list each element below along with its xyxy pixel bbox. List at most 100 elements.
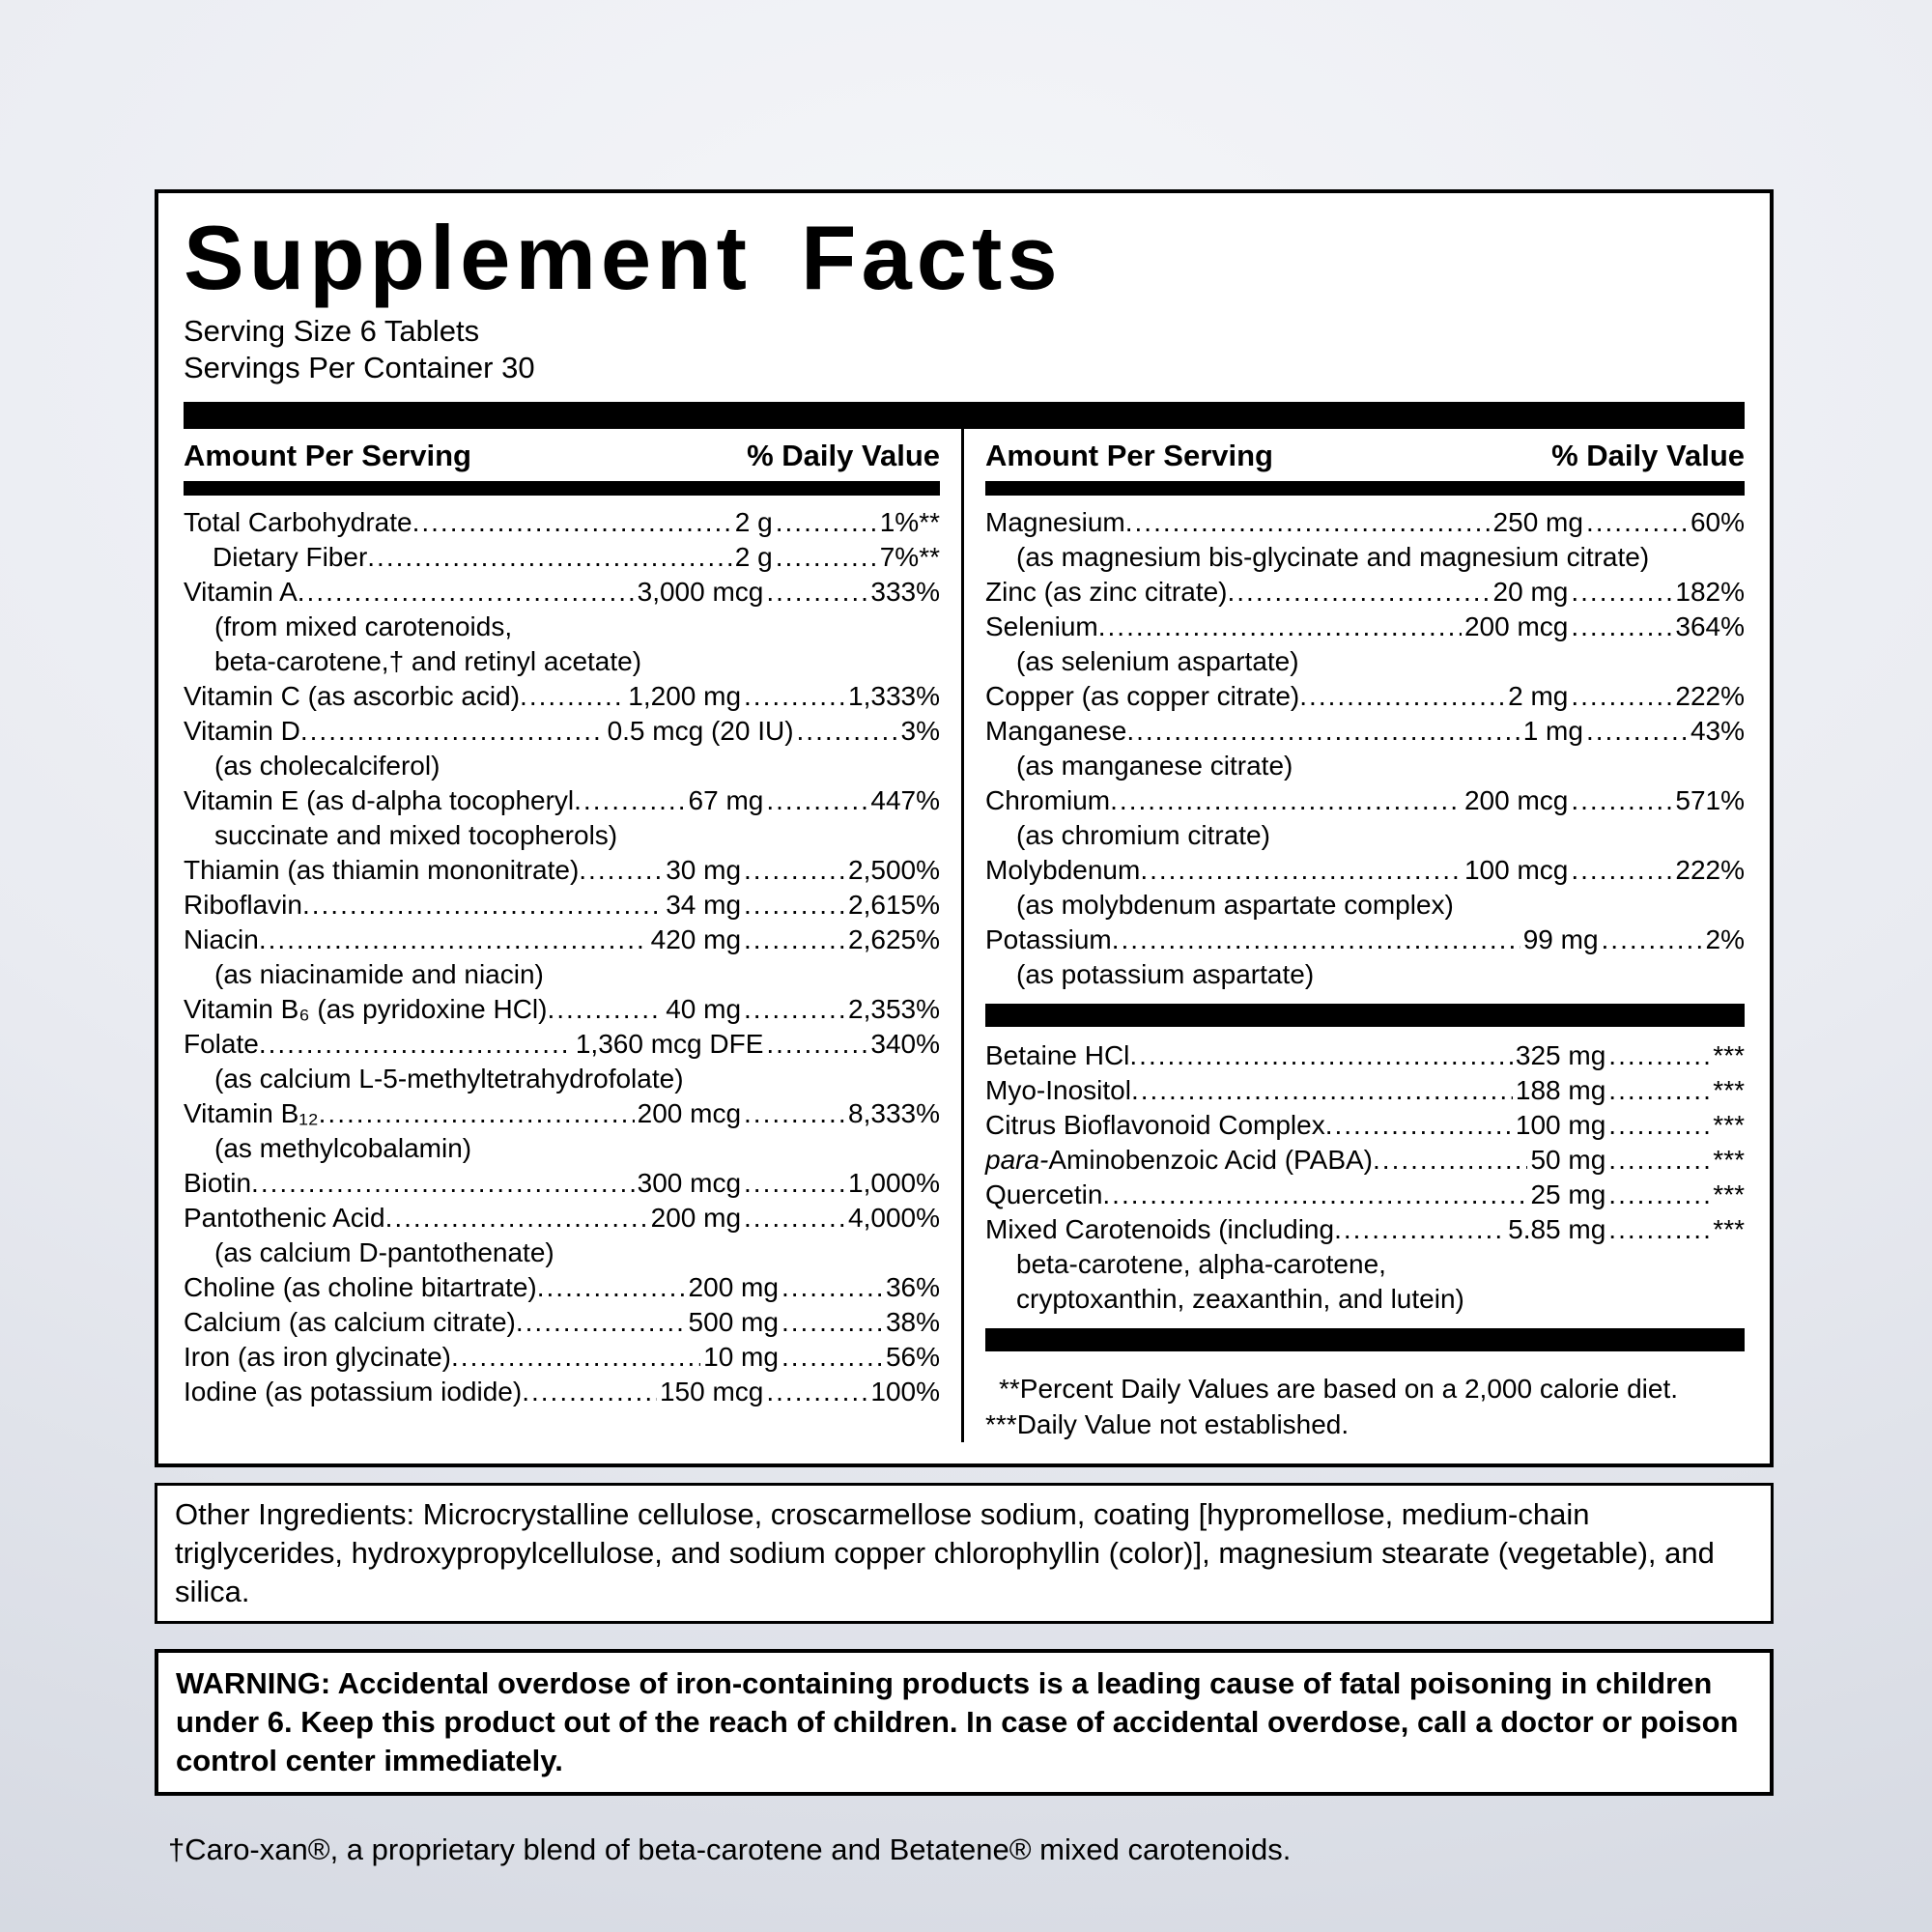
row-name: Choline (as choline bitartrate) — [184, 1272, 537, 1302]
row-daily-value: *** — [1713, 1214, 1745, 1244]
row-subtext: (from mixed carotenoids, — [214, 611, 513, 641]
row-name: Iron (as iron glycinate) — [184, 1342, 452, 1372]
row-name: Vitamin A — [184, 577, 298, 607]
leader-dots — [1110, 783, 1462, 818]
divider-bar-bottom — [985, 1328, 1745, 1351]
table-row: Iron (as iron glycinate) 10 mg 56% — [184, 1340, 940, 1375]
table-row: Choline (as choline bitartrate) 200 mg 36% — [184, 1270, 940, 1305]
row-name: Dietary Fiber — [213, 542, 368, 572]
row-amount: 1,360 mcg DFE — [575, 1029, 764, 1059]
row-amount: 100 mg — [1515, 1110, 1606, 1140]
leader-dots — [1373, 1143, 1527, 1178]
leader-dots — [1126, 714, 1520, 749]
row-amount: 250 mg — [1492, 507, 1583, 537]
leader-dots — [766, 1027, 870, 1062]
divider-bar-top — [184, 402, 1745, 429]
row-name: Biotin — [184, 1168, 252, 1198]
row-amount: 2 g — [734, 542, 773, 572]
leader-dots — [744, 679, 848, 714]
row-amount: 1 mg — [1522, 716, 1583, 746]
table-row: Mixed Carotenoids (including 5.85 mg *** — [985, 1212, 1745, 1247]
leader-dots — [412, 505, 732, 540]
row-amount: 200 mcg — [1463, 611, 1569, 641]
warning-box: WARNING: Accidental overdose of iron-con… — [155, 1649, 1774, 1796]
table-row: Dietary Fiber 2 g 7%** — [184, 540, 940, 575]
table-row: Manganese 1 mg 43% — [985, 714, 1745, 749]
table-row: Vitamin D 0.5 mcg (20 IU) 3% — [184, 714, 940, 749]
row-subtext: (as cholecalciferol) — [214, 751, 440, 781]
leader-dots — [520, 679, 625, 714]
table-row: Citrus Bioflavonoid Complex 100 mg *** — [985, 1108, 1745, 1143]
table-row: Quercetin 25 mg *** — [985, 1178, 1745, 1212]
leader-dots — [319, 1096, 635, 1131]
row-subtext: succinate and mixed tocopherols) — [214, 820, 618, 850]
row-name: Myo-Inositol — [985, 1075, 1131, 1105]
facts-column-right: Amount Per Serving % Daily Value Magnesi… — [964, 429, 1745, 1442]
leader-dots — [579, 853, 663, 888]
table-row: Copper (as copper citrate) 2 mg 222% — [985, 679, 1745, 714]
row-daily-value: 43% — [1690, 716, 1745, 746]
leader-dots — [744, 1096, 848, 1131]
row-subtext: (as calcium D-pantothenate) — [214, 1237, 554, 1267]
leader-dots — [1299, 679, 1505, 714]
facts-column-left: Amount Per Serving % Daily Value Total C… — [184, 429, 964, 1442]
table-row: Myo-Inositol 188 mg *** — [985, 1073, 1745, 1108]
row-daily-value: *** — [1713, 1040, 1745, 1070]
leader-dots — [385, 1201, 648, 1236]
row-name: Magnesium — [985, 507, 1125, 537]
row-amount: 200 mg — [688, 1272, 779, 1302]
nutrient-rows-other: Betaine HCl 325 mg *** Myo-Inositol 188 mg **… — [985, 1038, 1745, 1317]
row-subtext: (as magnesium bis-glycinate and magnesiu… — [1016, 542, 1650, 572]
row-amount: 5.85 mg — [1508, 1214, 1606, 1244]
leader-dots — [451, 1340, 700, 1375]
row-daily-value: 1,000% — [848, 1168, 940, 1198]
row-name: Calcium (as calcium citrate) — [184, 1307, 516, 1337]
row-name: Vitamin E (as d-alpha tocopheryl — [184, 785, 575, 815]
table-row: Zinc (as zinc citrate) 20 mg 182% — [985, 575, 1745, 610]
leader-dots — [1602, 923, 1706, 957]
leader-dots — [1140, 853, 1462, 888]
leader-dots — [1325, 1108, 1513, 1143]
row-amount: 3,000 mcg — [637, 577, 764, 607]
nutrient-rows-minerals: Magnesium 250 mg 60% (as magnesium bis-glyc… — [985, 505, 1745, 992]
row-name: Potassium — [985, 924, 1112, 954]
daily-value-footnotes: **Percent Daily Values are based on a 2,… — [985, 1371, 1745, 1442]
row-amount: 2 mg — [1508, 681, 1569, 711]
row-amount: 150 mcg — [659, 1377, 764, 1406]
row-name: Zinc (as zinc citrate) — [985, 577, 1228, 607]
row-daily-value: 2,615% — [848, 890, 940, 920]
table-row: Pantothenic Acid 200 mg 4,000% — [184, 1201, 940, 1236]
table-row: Selenium 200 mcg 364% — [985, 610, 1745, 644]
leader-dots — [1608, 1108, 1713, 1143]
header-daily-value: % Daily Value — [747, 439, 940, 472]
leader-dots — [298, 575, 635, 610]
leader-dots — [744, 1166, 848, 1201]
nutrient-rows-left: Total Carbohydrate 2 g 1%** Dietary Fiber 2 … — [184, 505, 940, 1409]
row-amount: 99 mg — [1522, 924, 1599, 954]
table-row: Calcium (as calcium citrate) 500 mg 38% — [184, 1305, 940, 1340]
dv-footnote-percent: **Percent Daily Values are based on a 2,… — [999, 1374, 1679, 1404]
leader-dots — [1608, 1178, 1713, 1212]
row-daily-value: 571% — [1675, 785, 1745, 815]
leader-dots — [1586, 505, 1690, 540]
leader-dots — [744, 923, 848, 957]
leader-dots — [1571, 853, 1675, 888]
leader-dots — [1586, 714, 1690, 749]
row-name: Betaine HCl — [985, 1040, 1130, 1070]
row-name: Selenium — [985, 611, 1098, 641]
table-row: Vitamin C (as ascorbic acid) 1,200 mg 1,33… — [184, 679, 940, 714]
leader-dots — [744, 1201, 848, 1236]
row-daily-value: *** — [1713, 1179, 1745, 1209]
row-subtext: (as molybdenum aspartate complex) — [1016, 890, 1454, 920]
table-row: Vitamin E (as d-alpha tocopheryl 67 mg 447… — [184, 783, 940, 818]
row-daily-value: 222% — [1675, 681, 1745, 711]
row-subtext: (as calcium L-5-methyltetrahydrofolate) — [214, 1064, 684, 1094]
row-daily-value: 3% — [900, 716, 940, 746]
row-name: Chromium — [985, 785, 1111, 815]
leader-dots — [797, 714, 901, 749]
header-daily-value: % Daily Value — [1551, 439, 1745, 472]
leader-dots — [574, 783, 685, 818]
row-subtext: (as niacinamide and niacin) — [214, 959, 544, 989]
row-amount: 34 mg — [666, 890, 742, 920]
leader-dots — [547, 992, 663, 1027]
